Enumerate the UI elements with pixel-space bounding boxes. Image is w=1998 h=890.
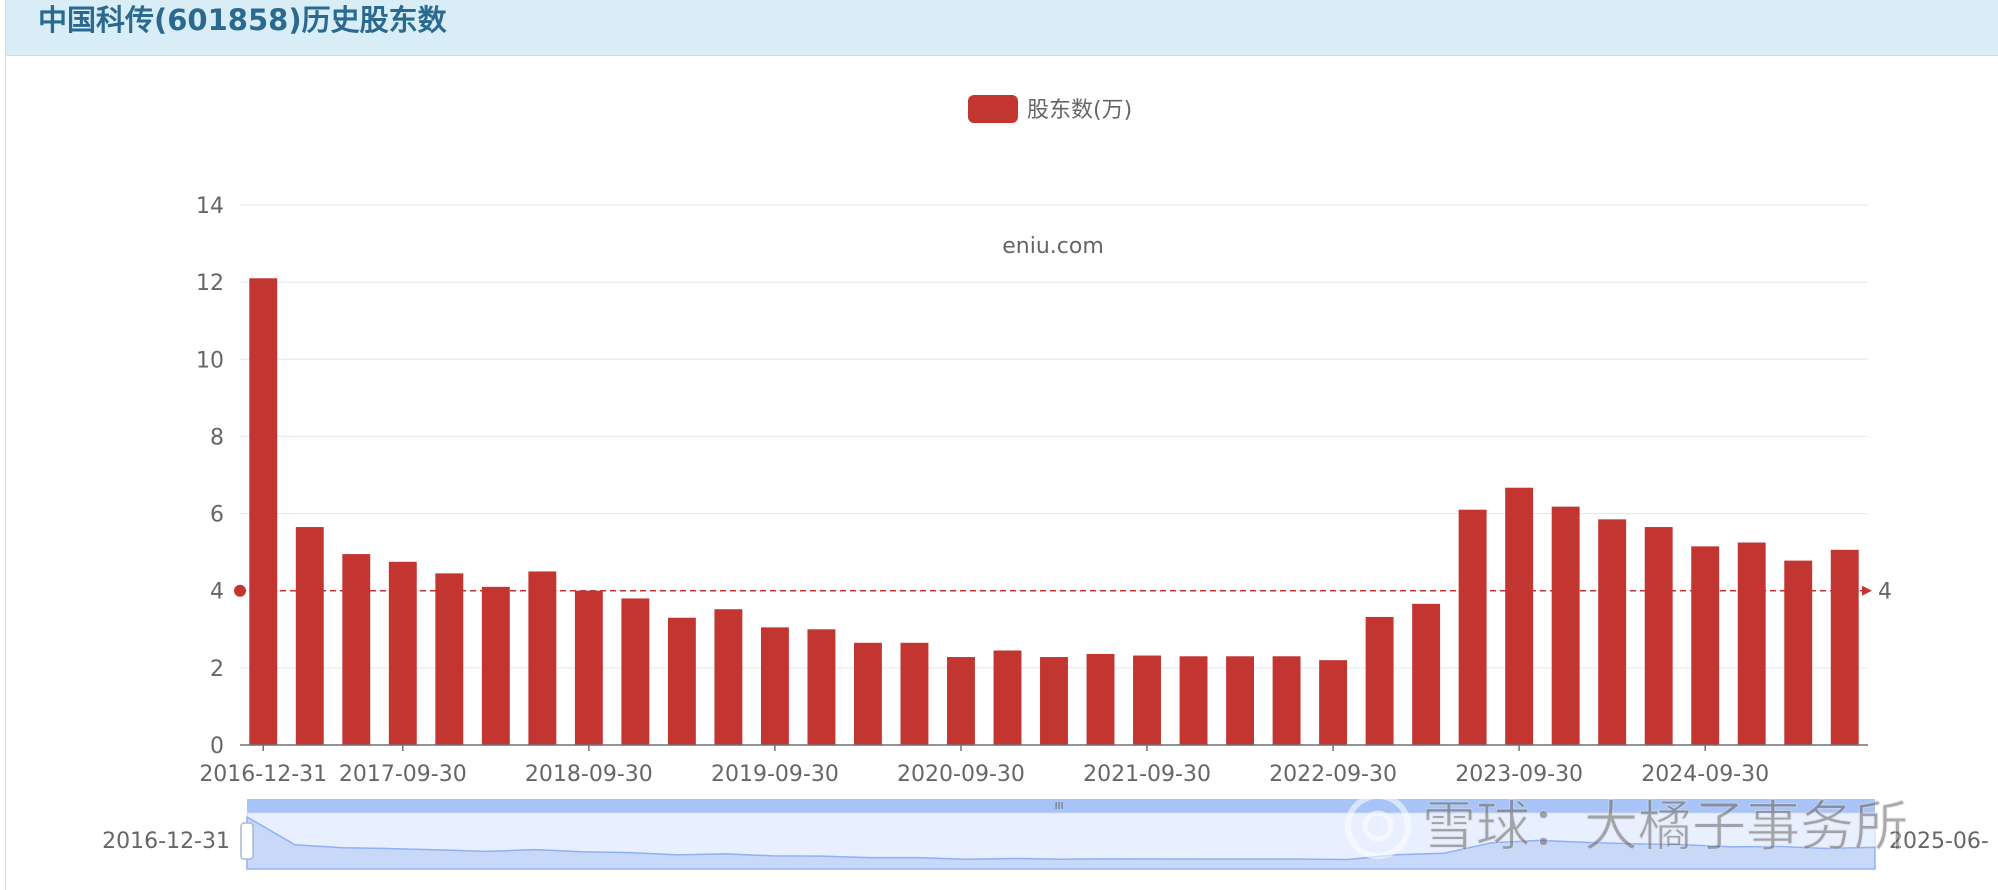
xueqiu-logo-inner-icon (1362, 810, 1394, 842)
xueqiu-watermark-text: 雪球：大橘子事务所 (1422, 795, 1908, 858)
bar[interactable] (435, 573, 464, 745)
bar[interactable] (1691, 546, 1720, 745)
y-tick-label: 6 (210, 503, 224, 528)
mark-line-arrow (1862, 585, 1872, 596)
bar-series (249, 278, 1859, 746)
data-zoom-preview-area (246, 815, 1876, 870)
mark-line-start-symbol (234, 584, 246, 597)
bar[interactable] (807, 629, 836, 745)
y-tick-label: 4 (210, 580, 224, 605)
bar[interactable] (621, 598, 650, 745)
bar[interactable] (481, 586, 510, 745)
bar[interactable] (1086, 653, 1115, 745)
x-tick-label: 2020-09-30 (897, 762, 1025, 787)
x-tick-label: 2017-09-30 (339, 762, 467, 787)
bar[interactable] (342, 554, 371, 745)
bar[interactable] (1784, 560, 1813, 745)
data-zoom-end-label: 2025-06- (1889, 829, 1989, 854)
data-zoom-move-handle[interactable]: III (1055, 801, 1064, 812)
mark-line-label: 4 (1878, 580, 1892, 605)
x-tick-label: 2024-09-30 (1641, 762, 1769, 787)
bar[interactable] (295, 527, 324, 745)
bar[interactable] (249, 278, 278, 745)
data-zoom-selected-bar[interactable] (247, 799, 1875, 813)
y-tick-label: 0 (210, 734, 224, 759)
bar[interactable] (1551, 506, 1580, 745)
mark-line: 4 (234, 580, 1892, 605)
bar[interactable] (853, 642, 882, 745)
x-tick-label: 2016-12-31 (199, 762, 327, 787)
y-axis: 0 2 4 6 8 10 12 14 (196, 194, 224, 759)
bar[interactable] (1226, 656, 1255, 745)
y-tick-label: 12 (196, 271, 224, 296)
bar[interactable] (1737, 542, 1766, 746)
x-tick-label: 2022-09-30 (1269, 762, 1397, 787)
y-tick-label: 14 (196, 194, 224, 219)
x-axis: 2016-12-31 2017-09-30 2018-09-30 2019-09-30… (199, 744, 1868, 787)
y-tick-label: 2 (210, 657, 224, 682)
legend-swatch (968, 95, 1018, 123)
bar[interactable] (1040, 657, 1068, 745)
legend[interactable]: 股东数(万) (968, 95, 1132, 123)
bar[interactable] (388, 561, 417, 745)
bar[interactable] (1133, 655, 1161, 745)
bar[interactable] (574, 590, 603, 745)
watermark-text: eniu.com (1002, 234, 1104, 259)
bar[interactable] (667, 617, 696, 745)
bar[interactable] (1644, 527, 1673, 745)
legend-label: 股东数(万) (1027, 98, 1132, 123)
y-tick-label: 10 (196, 348, 224, 373)
data-zoom-start-label: 2016-12-31 (102, 829, 230, 854)
bar[interactable] (900, 642, 929, 745)
bar[interactable] (1412, 603, 1441, 745)
bar[interactable] (1272, 656, 1301, 745)
bar[interactable] (528, 571, 557, 745)
bar[interactable] (947, 657, 975, 745)
bar[interactable] (1505, 487, 1534, 745)
bar[interactable] (1319, 660, 1348, 745)
x-tick-label: 2023-09-30 (1455, 762, 1583, 787)
bar[interactable] (1365, 616, 1394, 745)
xueqiu-watermark: 雪球：大橘子事务所 (1345, 793, 1909, 859)
data-zoom-left-handle[interactable] (240, 822, 254, 860)
page-title: 中国科传(601858)历史股东数 (38, 3, 447, 37)
data-zoom-slider[interactable]: III 2016-12-31 2025-06- (102, 799, 1989, 870)
bar[interactable] (760, 627, 789, 745)
x-tick-label: 2021-09-30 (1083, 762, 1211, 787)
bar[interactable] (1179, 656, 1208, 745)
panel-header: 中国科传(601858)历史股东数 (6, 0, 1998, 56)
y-tick-label: 8 (210, 425, 224, 450)
xueqiu-logo-icon (1345, 793, 1411, 859)
bar[interactable] (1598, 519, 1627, 745)
bar[interactable] (714, 609, 743, 745)
bar[interactable] (993, 650, 1022, 746)
bar[interactable] (1458, 509, 1487, 745)
bar[interactable] (1830, 549, 1859, 745)
x-tick-label: 2018-09-30 (525, 762, 653, 787)
x-tick-label: 2019-09-30 (711, 762, 839, 787)
